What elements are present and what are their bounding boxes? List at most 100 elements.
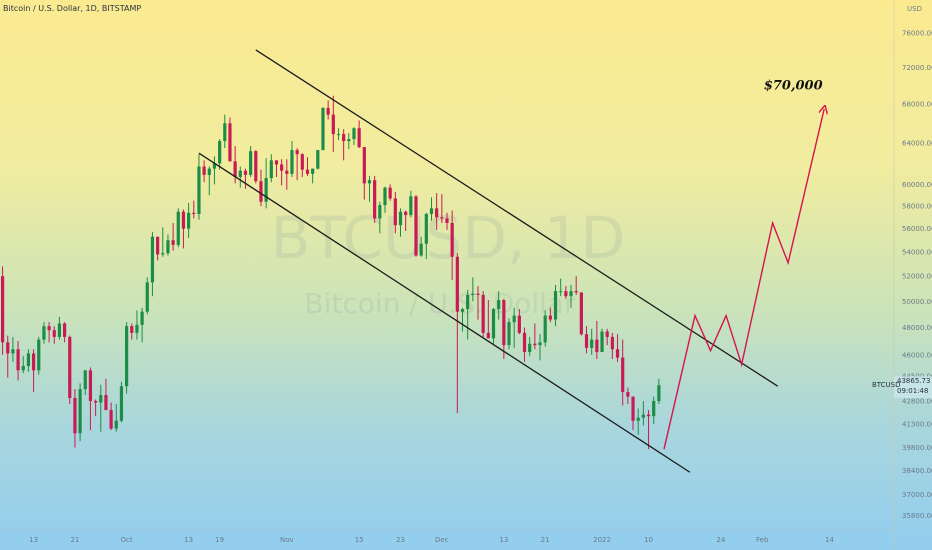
candle — [259, 169, 263, 207]
candle — [207, 166, 211, 196]
price-axis[interactable]: 35800.00 37000.00 38400.00 39800.00 41300.00… — [902, 29, 932, 520]
candle-body — [342, 134, 346, 142]
candle-body — [352, 128, 356, 140]
candle-body — [233, 161, 237, 178]
candle — [450, 210, 454, 280]
candle — [584, 326, 589, 354]
candle — [264, 158, 268, 209]
candle-body — [228, 123, 232, 162]
candle-body — [481, 294, 485, 333]
candle — [590, 328, 594, 355]
candle-body — [569, 291, 573, 297]
candle-body — [300, 154, 304, 170]
candle-body — [264, 178, 268, 202]
candle-body — [280, 164, 284, 171]
candle-body — [631, 396, 635, 421]
candle — [0, 266, 5, 355]
candle-body — [130, 326, 134, 333]
x-tick-label: 24 — [716, 536, 725, 544]
candle — [47, 322, 51, 343]
candle-body — [579, 292, 583, 335]
y-tick-label: 68000.00 — [902, 101, 932, 109]
candle — [548, 307, 552, 323]
candle-body — [522, 332, 527, 353]
x-tick-label: 21 — [541, 536, 550, 544]
candle-body — [295, 150, 299, 155]
candle-body — [156, 236, 160, 255]
candle — [528, 336, 532, 357]
channel-lower-line[interactable] — [198, 152, 691, 473]
projection-path[interactable] — [663, 109, 824, 450]
candle — [254, 150, 258, 184]
candle — [497, 291, 501, 320]
candle-body — [393, 198, 397, 226]
candle-body — [512, 315, 516, 323]
candle — [352, 127, 356, 146]
candle-body — [455, 256, 459, 312]
y-tick-label: 42800.00 — [902, 398, 932, 406]
candle-body — [414, 196, 418, 256]
candle-body — [259, 181, 263, 202]
y-tick-label: 46000.00 — [902, 351, 932, 359]
candle — [569, 284, 573, 308]
candle-body — [574, 291, 578, 293]
candle — [367, 175, 372, 202]
candle — [228, 117, 232, 162]
y-tick-label: 50000.00 — [902, 298, 932, 306]
candle — [362, 147, 366, 200]
candle — [440, 194, 444, 223]
channel-upper-line[interactable] — [255, 49, 779, 387]
candle-body — [311, 168, 315, 174]
candle — [73, 389, 77, 448]
candle-body — [347, 139, 351, 142]
candle — [26, 349, 31, 372]
candle — [517, 309, 521, 335]
candle — [238, 166, 242, 188]
candle — [393, 191, 397, 234]
candle-body — [285, 170, 289, 174]
candle-body — [435, 208, 439, 218]
candle-body — [166, 240, 170, 254]
candle-body — [419, 243, 423, 256]
candle-body — [615, 349, 620, 358]
candle-body — [109, 410, 113, 429]
candle — [300, 153, 304, 178]
candle-body — [316, 150, 320, 169]
candle-body — [636, 417, 640, 421]
y-tick-label: 56000.00 — [902, 225, 932, 233]
candle — [424, 212, 428, 260]
candle — [646, 410, 651, 450]
candle-body — [404, 211, 408, 216]
candle-body — [559, 291, 563, 293]
candle-body — [362, 147, 366, 184]
candle — [631, 396, 635, 431]
candle-body — [626, 392, 630, 397]
candle — [181, 209, 186, 249]
y-tick-label: 52000.00 — [902, 273, 932, 281]
x-tick-label: 13 — [29, 536, 38, 544]
candle — [187, 202, 191, 238]
candle-body — [321, 107, 325, 151]
candle — [166, 234, 170, 256]
candle-body — [212, 163, 217, 169]
candle — [119, 381, 124, 423]
candle-body — [187, 212, 191, 229]
candle-body — [486, 332, 490, 339]
candle — [326, 100, 330, 120]
candle-body — [657, 385, 661, 402]
candle — [62, 322, 67, 343]
candle-body — [104, 395, 108, 411]
candle — [347, 133, 351, 150]
watermark-symbol: BTCUSD, 1D — [271, 204, 626, 272]
candle-body — [553, 291, 558, 320]
candle — [311, 168, 315, 184]
candle — [435, 193, 439, 230]
candle — [445, 212, 449, 230]
candle — [11, 336, 15, 362]
candle-body — [336, 134, 341, 136]
time-axis[interactable]: 13 21 Oct 13 19 Nov 15 23 Dec 13 21 2022 10 24 Feb 14 — [29, 536, 834, 544]
candle-body — [605, 331, 609, 337]
